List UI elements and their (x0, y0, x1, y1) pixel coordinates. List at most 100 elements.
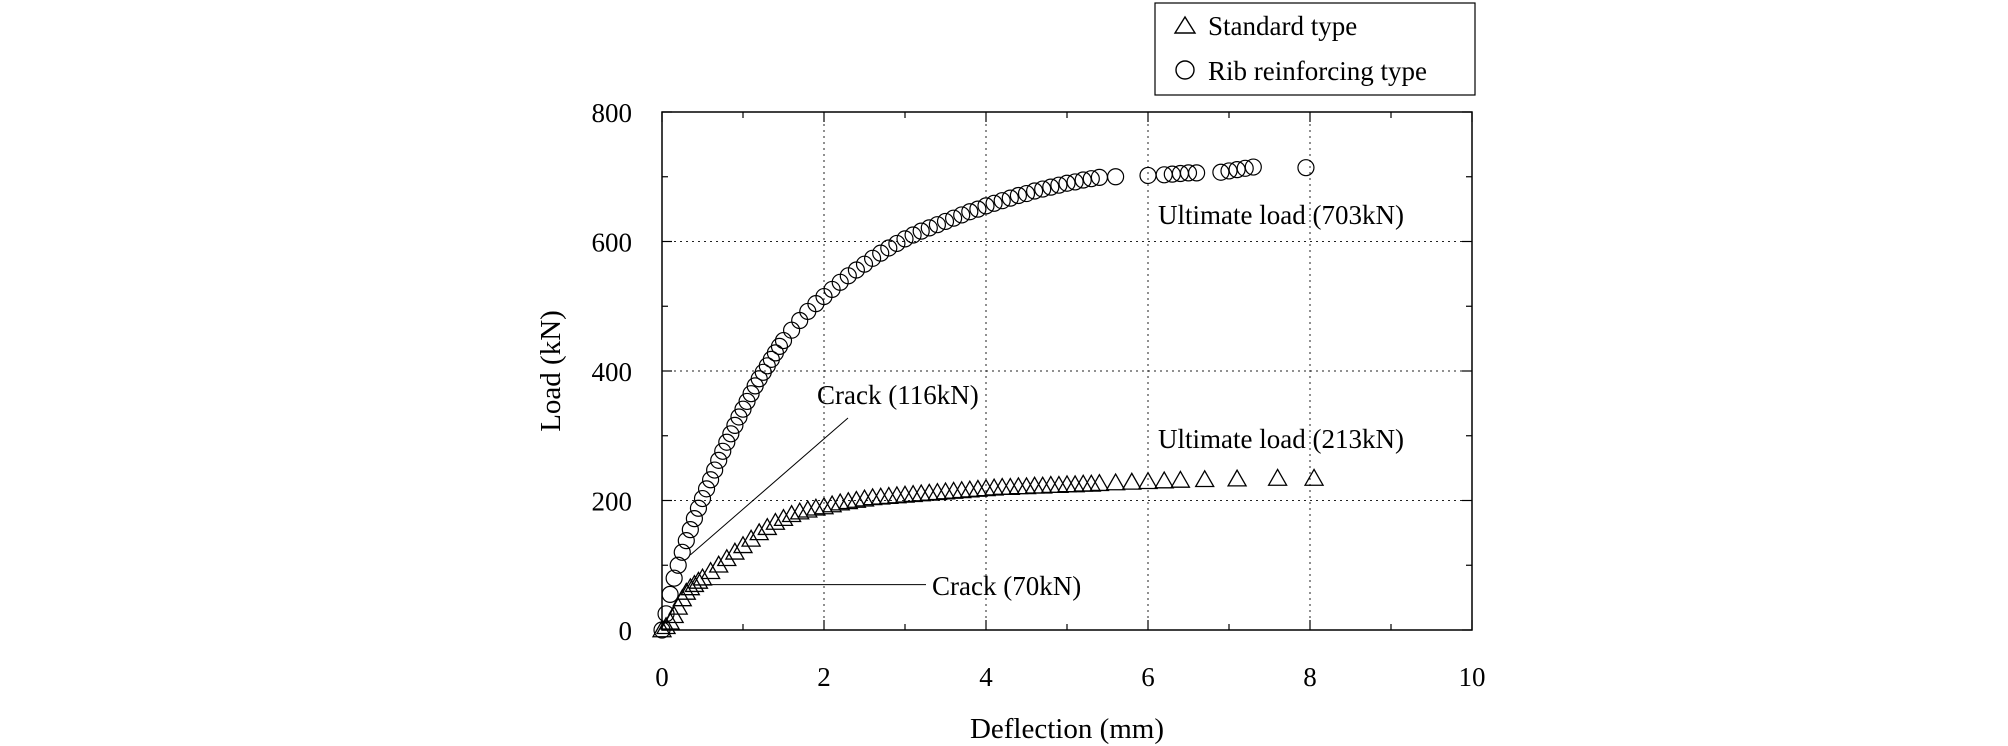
annotation-ultimate-213: Ultimate load (213kN) (1158, 424, 1404, 454)
legend-circle-marker (1175, 60, 1195, 80)
rib-type-point (791, 311, 809, 330)
standard-type-point (749, 522, 770, 541)
rib-type-point (665, 569, 683, 587)
standard-type-point (1105, 472, 1126, 491)
rib-type-point (1187, 164, 1206, 182)
y-tick-label: 200 (592, 487, 633, 517)
rib-type-point (928, 216, 947, 234)
y-tick-label: 600 (592, 228, 633, 258)
standard-type-point (1194, 469, 1215, 488)
rib-type-point (722, 425, 740, 443)
standard-type-point (846, 490, 867, 508)
rib-type-point (1050, 176, 1068, 194)
standard-type-point (732, 535, 754, 554)
rib-type-point (706, 461, 724, 479)
rib-type-point (961, 203, 979, 221)
rib-type-point (730, 408, 748, 426)
standard-type-point (708, 554, 729, 573)
rib-type-point (985, 194, 1003, 212)
standard-type-point (789, 501, 810, 520)
standard-type-point (700, 561, 721, 580)
rib-type-point (1042, 178, 1060, 196)
rib-type-point (669, 556, 687, 574)
x-tick-label: 10 (1459, 662, 1486, 692)
annotation-ultimate-703: Ultimate load (703kN) (1158, 200, 1404, 230)
rib-type-point (904, 226, 922, 244)
rib-type-point (734, 400, 752, 418)
rib-type-point (977, 197, 995, 215)
x-tick-label: 2 (817, 662, 831, 692)
x-tick-label: 8 (1303, 662, 1317, 692)
standard-type-point (1137, 471, 1159, 490)
rib-type-point (993, 192, 1011, 210)
x-axis-label: Deflection (mm) (970, 713, 1164, 745)
annotation-crack-116: Crack (116kN) (817, 380, 979, 410)
rib-type-point (1001, 189, 1019, 207)
rib-type-point (661, 585, 679, 603)
rib-type-point (681, 521, 699, 539)
legend-label-rib: Rib reinforcing type (1208, 56, 1427, 86)
x-tick-label: 4 (979, 662, 993, 692)
rib-type-point (742, 385, 760, 403)
rib-type-point (710, 451, 728, 469)
legend-box (1154, 2, 1476, 96)
rib-type-point (718, 433, 736, 451)
rib-type-point (1034, 180, 1052, 198)
standard-type-point (1303, 468, 1325, 486)
standard-type-point (838, 491, 859, 510)
plot-area-frame (661, 111, 1473, 631)
rib-type-point (969, 200, 987, 218)
rib-type-point (1009, 186, 1028, 205)
standard-type-point (716, 548, 737, 567)
standard-type-point (1267, 468, 1288, 486)
standard-type-point (854, 488, 875, 507)
rib-type-point (944, 209, 963, 227)
rib-type-point (697, 480, 716, 498)
grid-lines (662, 112, 1472, 630)
rib-type-point (1017, 184, 1036, 203)
y-axis-label: Load (kN) (535, 310, 567, 432)
standard-type-point (781, 504, 802, 523)
annotation-leader-lines (690, 417, 926, 586)
standard-type-point (724, 541, 746, 560)
rib-type-point (1244, 158, 1262, 176)
data-points (651, 158, 1325, 639)
rib-type-point (693, 489, 712, 508)
standard-type-point (740, 529, 762, 547)
standard-type-point (797, 499, 818, 518)
rib-type-point (770, 337, 789, 355)
standard-type-point (684, 574, 705, 593)
standard-type-point (692, 567, 713, 586)
rib-type-point (738, 392, 756, 411)
rib-type-point (920, 219, 938, 237)
standard-type-point (1089, 473, 1110, 492)
x-tick-label: 6 (1141, 662, 1155, 692)
rib-type-point (685, 510, 704, 528)
x-tick-label: 0 (655, 662, 669, 692)
rib-type-point (1066, 173, 1084, 191)
rib-type-point (1139, 166, 1157, 185)
standard-type-point (757, 517, 778, 536)
rib-type-point (657, 605, 675, 623)
rib-type-point (1179, 164, 1198, 182)
rib-type-point (880, 239, 898, 257)
standard-type-point (830, 492, 851, 511)
rib-type-point (689, 499, 708, 517)
legend-triangle-marker (1173, 15, 1197, 34)
rib-type-point (1106, 168, 1125, 186)
rib-type-point (673, 543, 691, 561)
rib-type-point (888, 234, 906, 253)
crack-116-leader-line (690, 417, 849, 556)
rib-type-point (896, 230, 914, 248)
rib-type-point (714, 442, 732, 460)
legend: Standard type Rib reinforcing type (1154, 2, 1476, 96)
rib-type-point (1058, 174, 1076, 192)
standard-type-point (1170, 470, 1191, 488)
standard-type-point (805, 497, 827, 516)
rib-type-point (726, 416, 744, 434)
standard-type-point (680, 577, 701, 596)
standard-type-point (1226, 468, 1248, 487)
standard-type-point (813, 496, 835, 515)
y-tick-label: 400 (592, 357, 633, 387)
